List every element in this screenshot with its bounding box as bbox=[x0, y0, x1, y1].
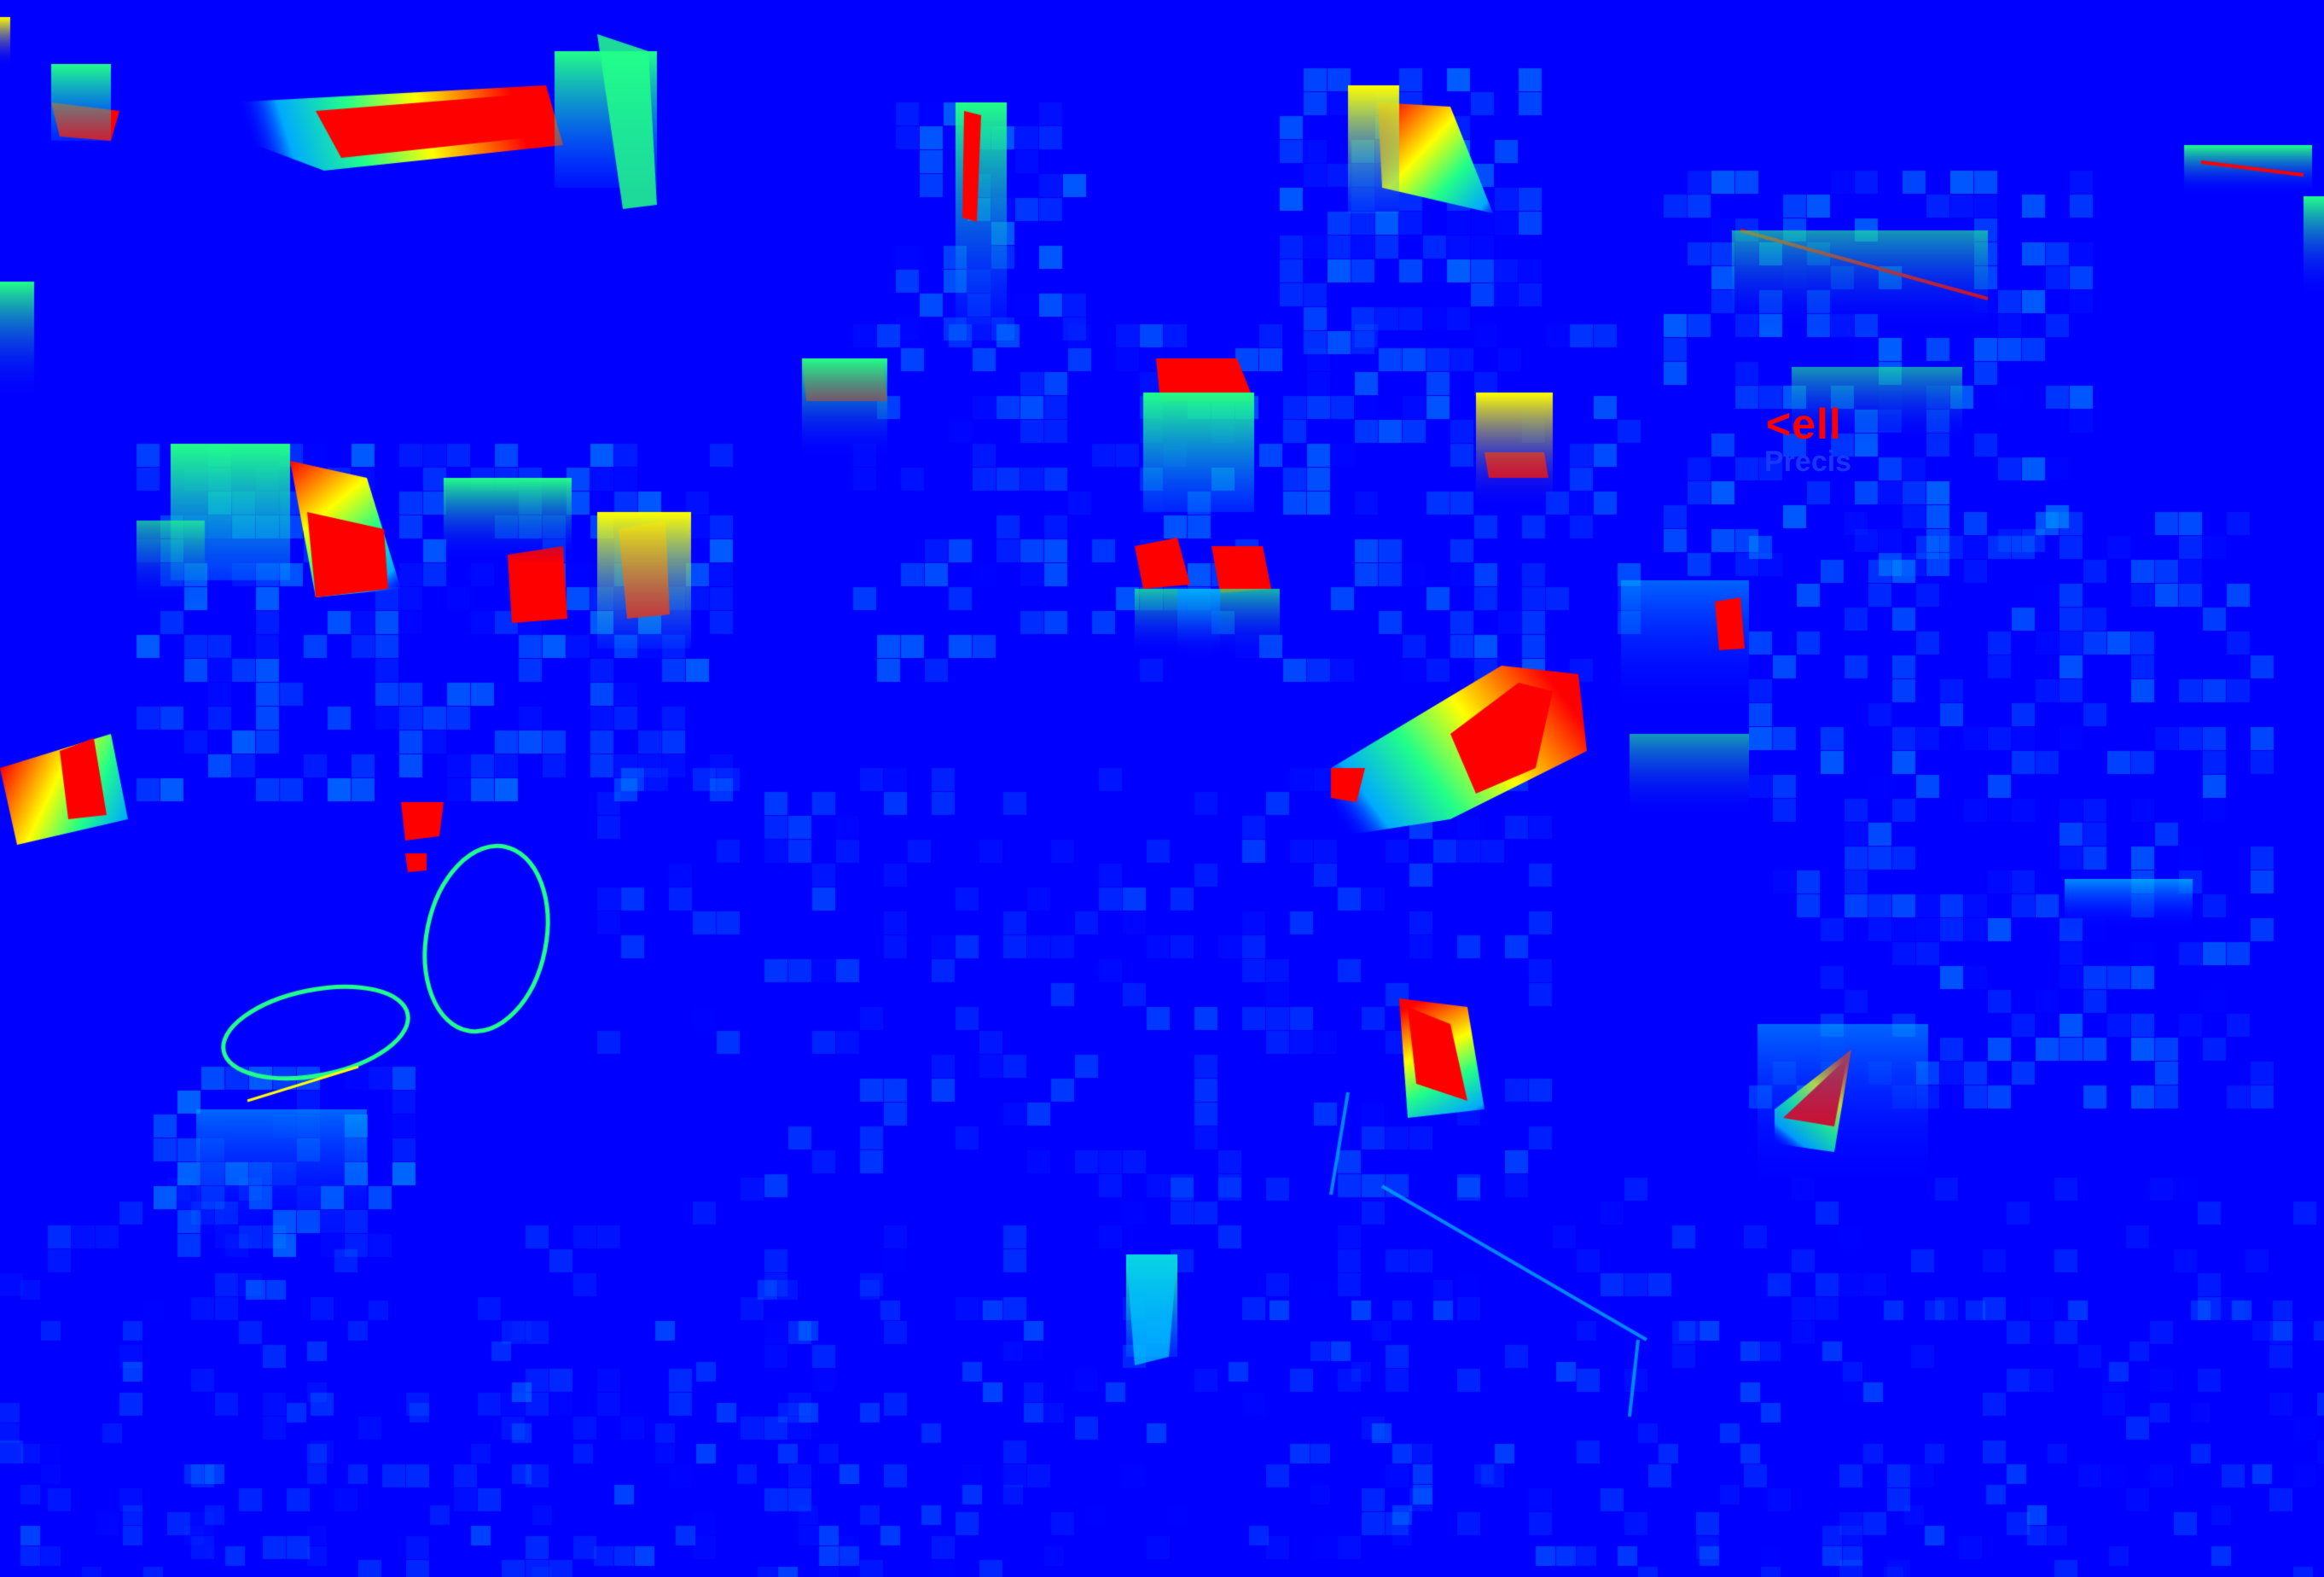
heatmap-image bbox=[0, 0, 2324, 1577]
